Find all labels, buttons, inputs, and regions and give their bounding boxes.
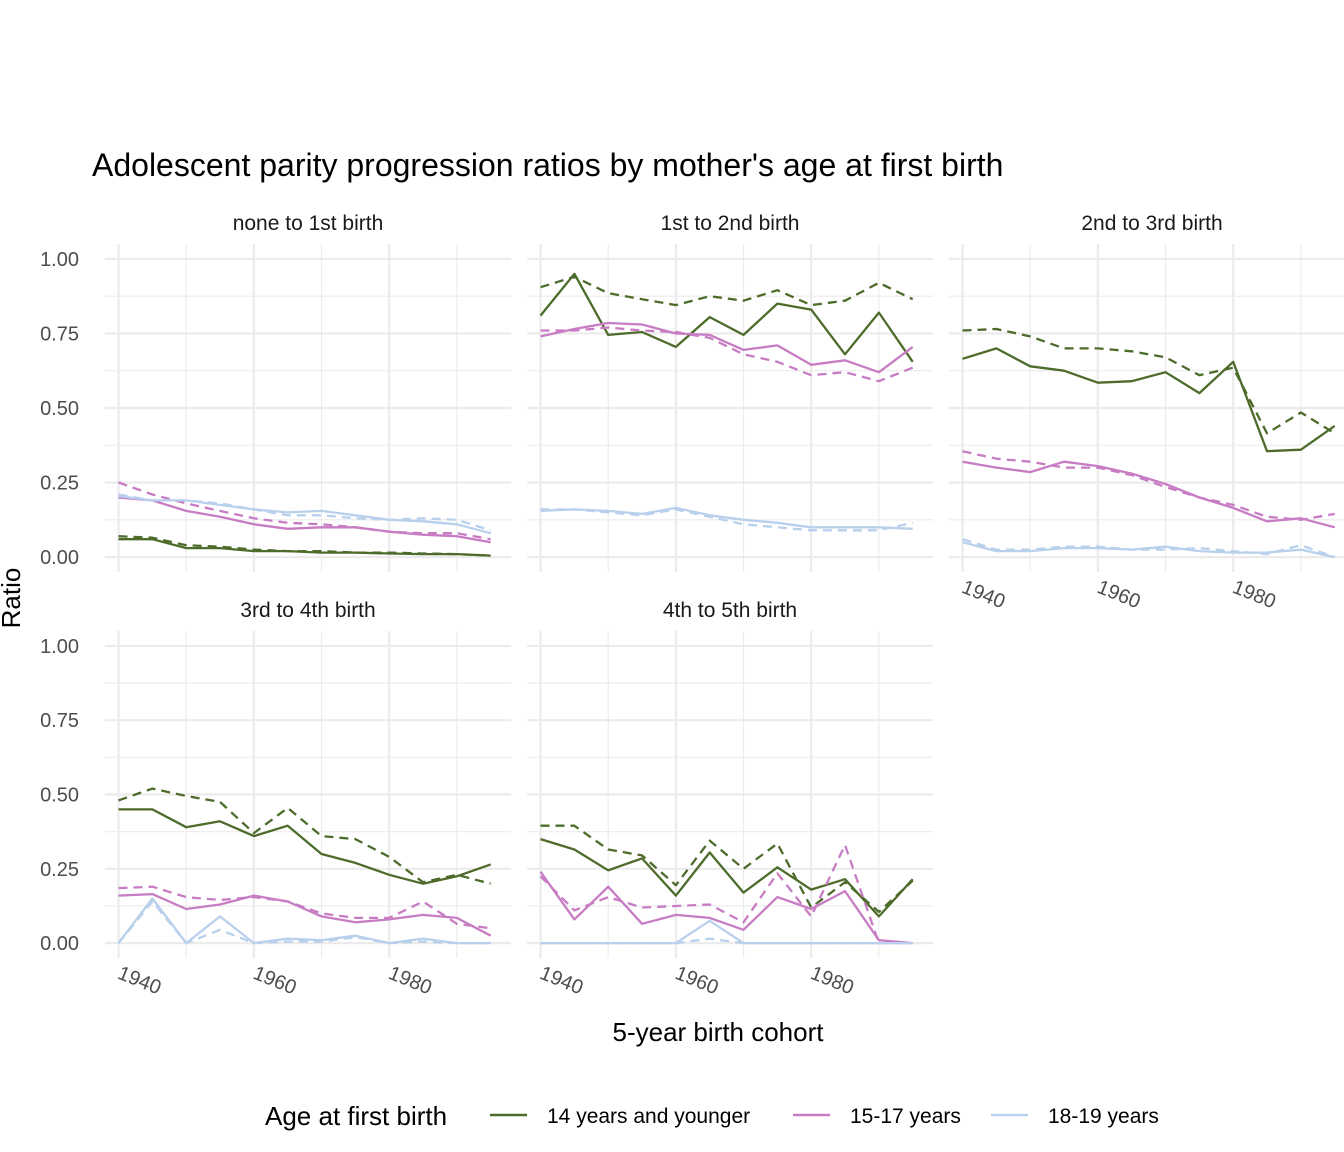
series-line-14-years-and-younger-solid [962, 347, 1336, 453]
series-line-18-19-years-dashed [117, 900, 491, 945]
y-tick-label: 0.00 [40, 547, 79, 569]
y-tick-label: 0.50 [40, 398, 79, 420]
y-tick-label: 1.00 [40, 636, 79, 658]
series-line-14-years-and-younger-solid [118, 808, 492, 885]
series-line-15-17-years-dashed [962, 450, 1335, 521]
y-axis-title: Ratio [0, 568, 26, 629]
series-line-14-years-and-younger-dashed [118, 787, 491, 885]
x-tick-label: 1940 [959, 576, 1009, 613]
x-tick-label: 1960 [1094, 576, 1144, 613]
series-line-14-years-and-younger-dashed [118, 535, 491, 557]
panel-4th-to-5th-birth: 4th to 5th birth 1940 1960 1980 [527, 599, 933, 999]
legend-label: 15-17 years [850, 1105, 961, 1128]
y-tick-label: 1.00 [40, 249, 79, 271]
x-tick-label: 1940 [115, 962, 165, 999]
series-line-15-17-years-solid [118, 496, 491, 544]
series-line-15-17-years-solid [539, 871, 913, 945]
chart-title: Adolescent parity progression ratios by … [92, 147, 1003, 183]
facet-label: 1st to 2nd birth [661, 212, 800, 235]
x-tick-label: 1960 [250, 962, 300, 999]
series-line-15-17-years-solid [962, 460, 1335, 529]
series-line-18-19-years-solid [540, 506, 913, 530]
series-line-15-17-years-dashed [539, 843, 913, 945]
series-line-15-17-years-solid [540, 321, 914, 374]
series-line-18-19-years-dashed [540, 937, 913, 945]
legend-label: 14 years and younger [547, 1105, 750, 1128]
facet-panels: none to 1st birth 0.00 0.25 0.50 0.75 1.00 1st… [40, 212, 1344, 999]
legend-title: Age at first birth [265, 1101, 447, 1131]
x-tick-label: 1980 [385, 962, 435, 999]
facet-label: 4th to 5th birth [663, 599, 797, 622]
x-tick-label: 1980 [807, 962, 857, 999]
legend: Age at first birth 14 years and younger 1… [265, 1101, 1159, 1131]
panel-1st-to-2nd-birth: 1st to 2nd birth [527, 212, 933, 572]
y-tick-label: 0.50 [40, 785, 79, 807]
x-tick-label: 1940 [537, 962, 587, 999]
facet-label: none to 1st birth [233, 212, 384, 235]
series-line-18-19-years-dashed [540, 508, 913, 532]
y-tick-label: 0.25 [40, 473, 79, 495]
x-tick-label: 1980 [1229, 576, 1279, 613]
facet-label: 2nd to 3rd birth [1081, 212, 1222, 235]
series-line-15-17-years-dashed [118, 481, 491, 541]
series-line-18-19-years-solid [962, 541, 1335, 559]
x-axis-title: 5-year birth cohort [613, 1017, 825, 1047]
series-line-18-19-years-dashed [962, 538, 1336, 559]
x-tick-label: 1960 [672, 962, 722, 999]
series-line-15-17-years-solid [118, 892, 492, 937]
series-line-14-years-and-younger-dashed [540, 275, 914, 307]
y-tick-label: 0.00 [40, 933, 79, 955]
series-line-14-years-and-younger-dashed [540, 824, 914, 914]
series-line-15-17-years-dashed [540, 326, 914, 383]
facet-label: 3rd to 4th birth [240, 599, 375, 622]
series-line-14-years-and-younger-solid [539, 272, 914, 363]
legend-label: 18-19 years [1048, 1105, 1159, 1128]
y-tick-label: 0.75 [40, 323, 79, 345]
y-tick-label: 0.25 [40, 859, 79, 881]
y-tick-label: 0.75 [40, 710, 79, 732]
series-line-14-years-and-younger-solid [540, 838, 914, 918]
series-line-15-17-years-dashed [118, 885, 491, 930]
series-line-18-19-years-dashed [118, 493, 492, 532]
series-line-14-years-and-younger-dashed [962, 327, 1336, 435]
panel-none-to-1st-birth: none to 1st birth 0.00 0.25 0.50 0.75 1.00 [40, 212, 511, 572]
series-line-18-19-years-solid [117, 897, 491, 945]
panel-2nd-to-3rd-birth: 2nd to 3rd birth 1940 1960 1980 [949, 212, 1344, 613]
panel-3rd-to-4th-birth: 3rd to 4th birth 0.00 0.25 0.50 0.75 1.00 1940… [40, 599, 511, 999]
